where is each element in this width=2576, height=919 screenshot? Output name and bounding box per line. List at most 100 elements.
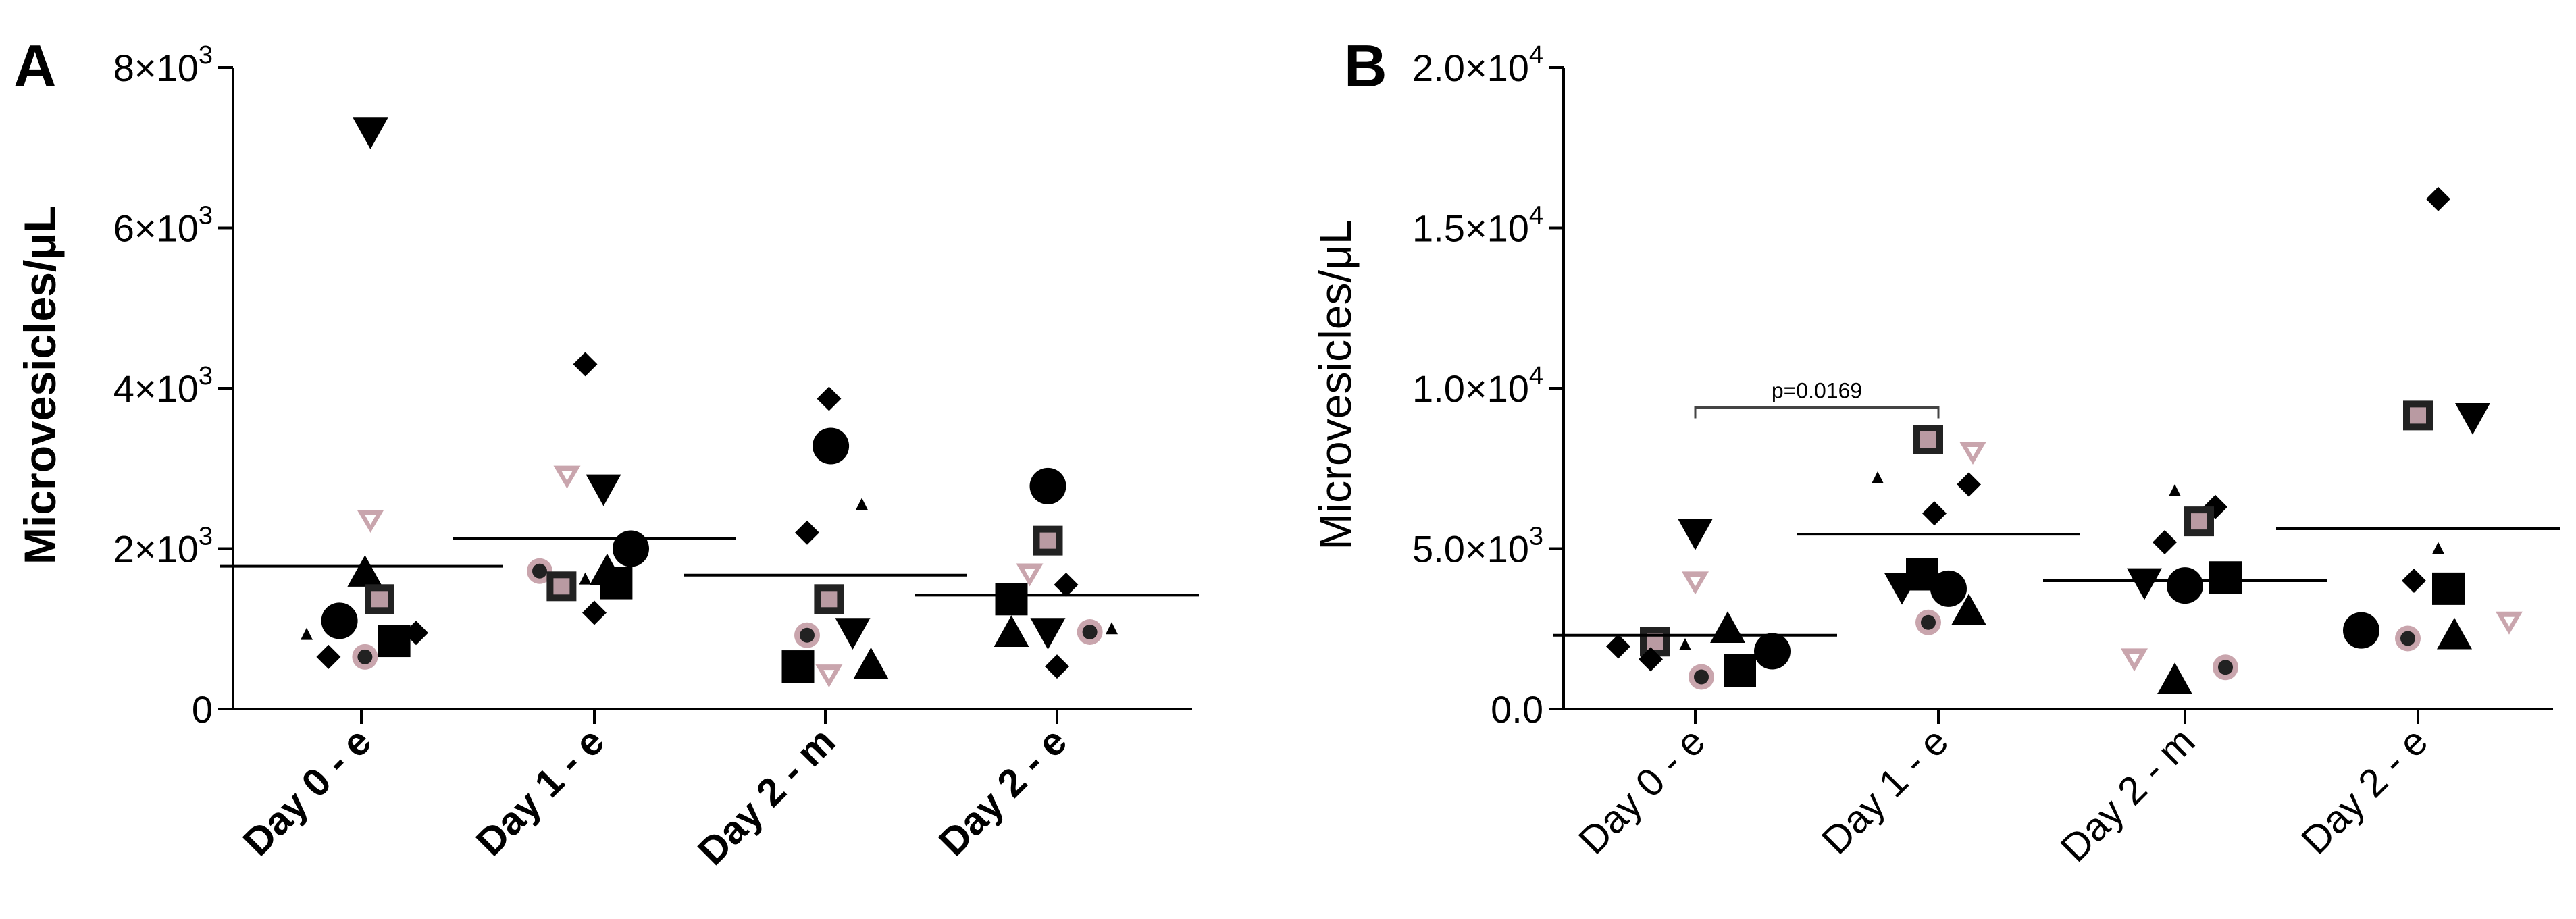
panel-a-data-point-inner <box>357 649 373 664</box>
panel-b-data-point-inner <box>1694 669 1709 685</box>
panel-a-data-point <box>378 625 411 658</box>
panel-b-data-point <box>1754 633 1791 670</box>
panel-b-data-point-inner <box>1920 431 1936 448</box>
panel-a-y-tick-label: 6×103 <box>113 202 213 250</box>
panel-b-data-point-inner <box>2410 407 2426 424</box>
panel-a-data-point-inner <box>800 627 815 643</box>
panel-b-data-point-inner <box>1690 577 1701 587</box>
panel-a-data-point <box>995 583 1028 616</box>
panel-b: B Microvesicles/μL 0.0 5.0×103 1.0×104 1.5×… <box>1310 32 2560 870</box>
panel-b-data-point <box>2432 542 2444 554</box>
panel-a-data-point-inner <box>561 471 573 481</box>
panel-a-data-point <box>795 520 819 545</box>
panel-b-data-point <box>1872 471 1884 483</box>
panel-a-data-point <box>579 572 592 585</box>
panel-a-x-tick-label: Day 2 - m <box>690 719 844 873</box>
panel-b-data-point <box>2402 569 2426 593</box>
panel-a-data-point-inner <box>371 591 388 608</box>
panel-b-data-point-inner <box>1921 614 1936 630</box>
panel-b-data-point <box>2167 567 2203 604</box>
panel-a-data-point <box>1054 572 1079 597</box>
panel-b-x-tick-label: Day 2 - m <box>2052 719 2203 870</box>
panel-a-data-point <box>353 117 388 149</box>
panel-a-x-tick-label: Day 2 - e <box>931 719 1076 864</box>
panel-b-label: B <box>1344 32 1387 99</box>
panel-a-data-point-inner <box>1039 532 1056 549</box>
panel-b-data-point <box>2169 484 2181 496</box>
panel-b-data-point <box>2127 568 2162 600</box>
panel-b-data-point <box>1710 611 1745 644</box>
panel-b-data-point <box>1957 472 1981 497</box>
panel-a-data-point <box>347 555 383 587</box>
panel-b-data-point <box>2209 561 2242 594</box>
panel-b-data-point-inner <box>2400 631 2415 646</box>
panel-a-data-point <box>586 474 621 506</box>
panel-b-data-point <box>1606 634 1630 659</box>
panel-a-y-axis-label: Microvesicles/μL <box>15 205 65 564</box>
panel-a-data-point <box>1030 618 1066 650</box>
panel-a-data-point <box>316 644 341 669</box>
panel-a-y-tick-label: 8×103 <box>113 41 213 89</box>
panel-b-data-point-inner <box>2218 660 2233 675</box>
panel-a-data-point <box>1029 467 1066 504</box>
panel-b-data-point <box>2157 662 2192 695</box>
panel-a-data-point <box>321 602 358 639</box>
panel-b-x-tick-label: Day 2 - e <box>2293 719 2436 862</box>
panel-b-data-point <box>2343 612 2379 649</box>
panel-b-y-tick-label: 2.0×104 <box>1412 41 1543 89</box>
panel-a-data-point <box>1045 654 1069 679</box>
panel-b-data-point <box>2432 572 2465 605</box>
panel-a-data-point <box>573 352 598 377</box>
panel-b-x-tick-label: Day 0 - e <box>1570 719 1714 862</box>
panel-a-data-point <box>582 600 607 625</box>
panel-a-y-tick-label: 4×103 <box>113 362 213 410</box>
panel-b-data-point-inner <box>2504 616 2515 627</box>
panel-b-data-point <box>1679 638 1691 650</box>
panel-a-label: A <box>14 32 57 99</box>
panel-a-data-point-inner <box>553 578 570 595</box>
panel-a-data-point-inner <box>1024 569 1035 579</box>
panel-b-y-tick-label: 1.5×104 <box>1412 202 1543 250</box>
panel-b-y-tick-label: 5.0×103 <box>1412 523 1543 571</box>
panel-b-p-value-label: p=0.0169 <box>1772 379 1862 403</box>
panel-a-x-tick-label: Day 0 - e <box>235 719 380 864</box>
panel-a-data-point-inner <box>823 670 835 680</box>
panel-a: A Microvesicles/μL 0 2×103 4×103 6×103 8×103… <box>14 32 1199 874</box>
panel-b-data-point <box>2437 617 2472 650</box>
panel-a-data-point <box>1106 622 1118 635</box>
panel-a-y-tick-label: 2×103 <box>113 523 213 571</box>
panel-a-data-point <box>813 427 850 465</box>
panel-a-data-point-inner <box>365 515 376 525</box>
panel-a-data-point-inner <box>821 591 838 608</box>
panel-a-data-point <box>856 498 868 510</box>
panel-a-data-point-inner <box>1082 625 1098 639</box>
panel-b-x-tick-label: Day 1 - e <box>1813 719 1957 862</box>
panel-b-significance-bracket <box>1694 406 1940 419</box>
panel-b-data-point-inner <box>2129 654 2140 664</box>
panel-a-data-point <box>600 567 633 600</box>
panel-b-data-point <box>2455 402 2490 435</box>
panel-b-data-point <box>1678 518 1713 550</box>
panel-a-data-point <box>301 627 313 640</box>
panel-a-data-point <box>853 647 889 679</box>
panel-b-data-point <box>1884 573 1920 605</box>
panel-b-y-tick-label: 1.0×104 <box>1412 362 1543 410</box>
panel-b-data-point <box>2426 186 2450 211</box>
panel-b-y-axis-label: Microvesicles/μL <box>1310 219 1360 550</box>
panel-b-data-point-inner <box>1967 447 1978 456</box>
panel-a-data-point-inner <box>532 563 547 579</box>
panel-a-x-tick-label: Day 1 - e <box>468 719 613 864</box>
panel-a-data-point <box>817 386 842 411</box>
panel-b-data-point <box>1639 647 1663 672</box>
panel-b-data-point <box>1724 654 1756 687</box>
panel-b-y-tick-label: 0.0 <box>1491 688 1543 731</box>
panel-a-data-point <box>835 618 871 650</box>
panel-b-data-point <box>2153 530 2177 554</box>
panel-a-y-tick-label: 0 <box>192 688 213 731</box>
panel-a-data-point <box>613 530 649 567</box>
panel-a-data-point <box>781 650 815 683</box>
panel-b-data-point <box>1922 501 1947 526</box>
panel-a-data-point <box>994 615 1029 647</box>
panel-b-data-point <box>1930 570 1967 607</box>
